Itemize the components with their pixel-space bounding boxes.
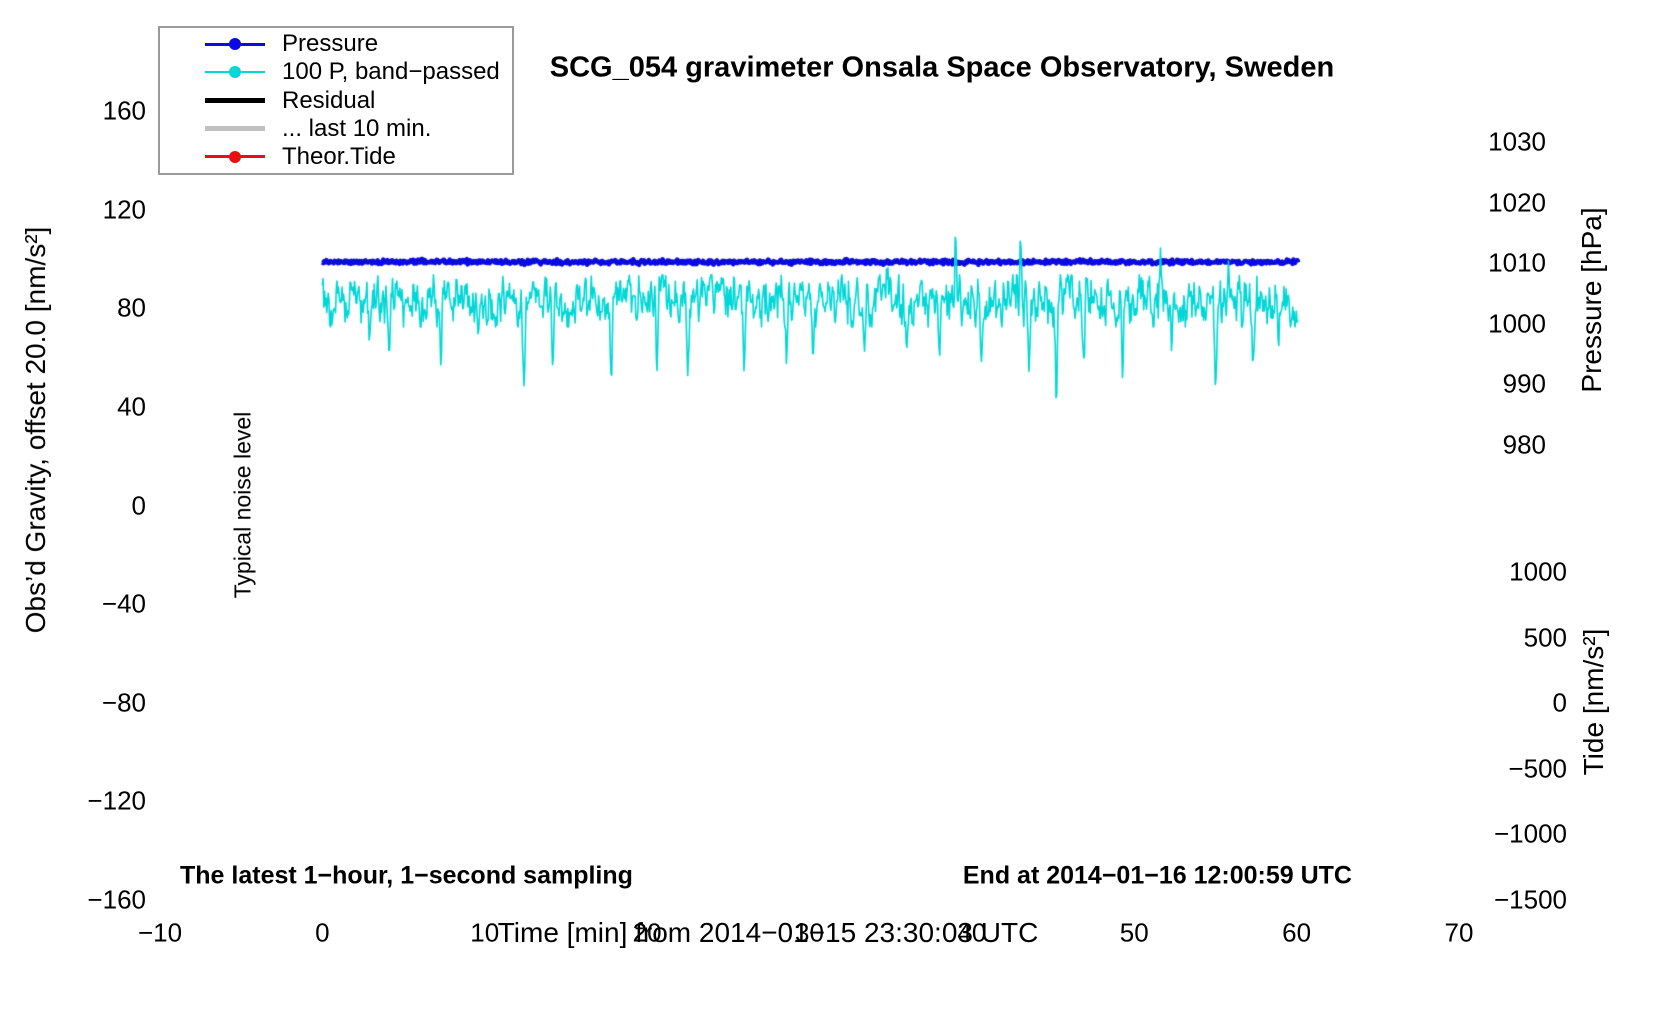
tide-tick-label: 0 bbox=[1552, 687, 1567, 718]
legend-item-pressure: Pressure bbox=[160, 30, 512, 58]
x-tick-label: 70 bbox=[1444, 917, 1474, 948]
legend-label: ... last 10 min. bbox=[282, 114, 432, 142]
gravity-tick-label: 120 bbox=[102, 194, 146, 225]
pressure-line-sample bbox=[205, 30, 265, 58]
theortide-marker-icon bbox=[229, 150, 241, 163]
theortide-line-sample bbox=[205, 143, 265, 171]
x-tick-label: 40 bbox=[957, 917, 987, 948]
y-axis-label-pressure: Pressure [hPa] bbox=[1576, 207, 1607, 393]
gravity-tick-label: −40 bbox=[101, 588, 146, 619]
gravity-tick-label: −120 bbox=[87, 785, 146, 816]
legend-label: Theor.Tide bbox=[282, 142, 396, 170]
x-tick-label: 60 bbox=[1282, 917, 1312, 948]
x-tick-label: 0 bbox=[315, 917, 330, 948]
tide-tick-label: 1000 bbox=[1509, 556, 1567, 587]
last10min-line-sample bbox=[205, 115, 265, 143]
x-tick-label: 30 bbox=[795, 917, 824, 948]
residual-line-sample bbox=[205, 86, 265, 114]
annotation-sampling: The latest 1−hour, 1−second sampling bbox=[180, 861, 633, 890]
gravity-tick-label: −80 bbox=[101, 687, 146, 718]
x-axis-label: Time [min] from 2014−01−15 23:30:03 UTC bbox=[497, 917, 1039, 948]
noise-bar-label: Typical noise level bbox=[229, 411, 256, 599]
x-tick-label: 20 bbox=[632, 917, 662, 948]
pressure-tick-label: 1010 bbox=[1488, 247, 1546, 278]
x-tick-label: 50 bbox=[1119, 917, 1149, 948]
tide-tick-label: −1000 bbox=[1493, 818, 1567, 849]
legend-item-theortide: Theor.Tide bbox=[160, 143, 512, 171]
bandpassed-line-sample bbox=[205, 58, 265, 86]
legend-item-bandpassed: 100 P, band−passed bbox=[160, 58, 512, 86]
gravity-tick-label: 0 bbox=[131, 490, 146, 520]
legend-label: 100 P, band−passed bbox=[282, 58, 500, 86]
tide-tick-label: −1500 bbox=[1493, 884, 1567, 914]
tide-tick-label: 500 bbox=[1523, 622, 1567, 652]
annotation-end-time: End at 2014−01−16 12:00:59 UTC bbox=[962, 861, 1352, 890]
legend-box: Pressure 100 P, band−passed Residual ...… bbox=[158, 26, 514, 175]
bandpassed-marker-icon bbox=[229, 66, 241, 79]
pressure-tick-label: 980 bbox=[1502, 429, 1546, 460]
legend-item-last10min: ... last 10 min. bbox=[160, 115, 512, 143]
x-tick-label: −10 bbox=[137, 917, 183, 948]
gravity-tick-label: 80 bbox=[117, 292, 146, 323]
pressure-tick-label: 990 bbox=[1502, 368, 1546, 399]
chart-title: SCG_054 gravimeter Onsala Space Observat… bbox=[549, 51, 1335, 84]
legend-item-residual: Residual bbox=[160, 86, 512, 114]
x-tick-label: 10 bbox=[470, 917, 500, 948]
y-axis-label-gravity: Obs’d Gravity, offset 20.0 [nm/s²] bbox=[20, 226, 51, 634]
pressure-marker-icon bbox=[229, 38, 241, 51]
pressure-tick-label: 1020 bbox=[1488, 187, 1546, 218]
gravity-tick-label: 40 bbox=[117, 391, 146, 422]
legend-label: Residual bbox=[282, 86, 376, 114]
tide-tick-label: −500 bbox=[1508, 753, 1567, 783]
legend-label: Pressure bbox=[282, 30, 379, 58]
y-axis-label-tide: Tide [nm/s²] bbox=[1578, 628, 1609, 776]
gravity-tick-label: −160 bbox=[87, 884, 146, 915]
gravity-tick-label: 160 bbox=[102, 95, 146, 126]
pressure-tick-label: 1000 bbox=[1488, 308, 1546, 339]
pressure-tick-label: 1030 bbox=[1488, 126, 1546, 157]
